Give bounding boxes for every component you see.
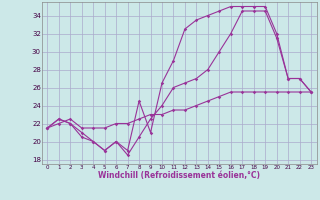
X-axis label: Windchill (Refroidissement éolien,°C): Windchill (Refroidissement éolien,°C) — [98, 171, 260, 180]
